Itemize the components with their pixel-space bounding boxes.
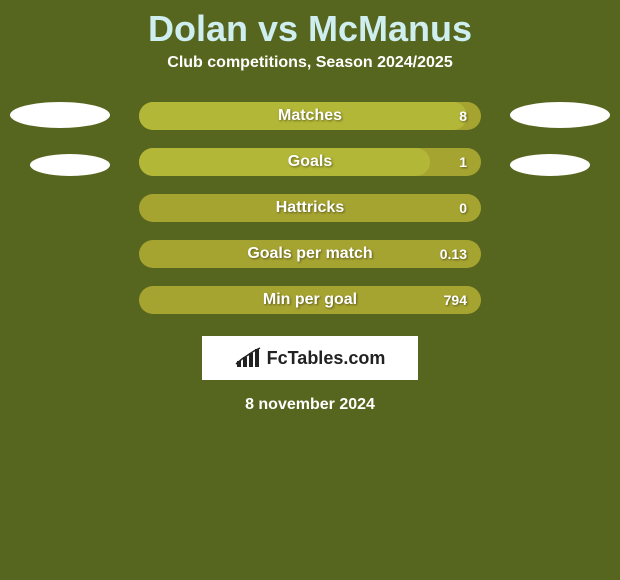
logo-text: FcTables.com bbox=[267, 348, 386, 369]
player-marker-right-2 bbox=[510, 154, 590, 176]
content-area: Matches 8 Goals 1 Hattricks 0 Goals per … bbox=[0, 102, 620, 414]
stat-bar-value: 0.13 bbox=[440, 246, 467, 262]
bar-chart-icon bbox=[235, 347, 261, 369]
logo-box[interactable]: FcTables.com bbox=[202, 336, 418, 380]
stat-bar-goals-per-match: Goals per match 0.13 bbox=[139, 240, 481, 268]
stat-bar-goals: Goals 1 bbox=[139, 148, 481, 176]
stat-bar-fill bbox=[139, 148, 430, 176]
stat-bar-label: Goals per match bbox=[247, 245, 372, 263]
stats-card: Dolan vs McManus Club competitions, Seas… bbox=[0, 0, 620, 580]
stat-bars: Matches 8 Goals 1 Hattricks 0 Goals per … bbox=[139, 102, 481, 314]
page-subtitle: Club competitions, Season 2024/2025 bbox=[0, 54, 620, 72]
stat-bar-min-per-goal: Min per goal 794 bbox=[139, 286, 481, 314]
player-marker-left-2 bbox=[30, 154, 110, 176]
stat-bar-label: Hattricks bbox=[276, 199, 344, 217]
date-line: 8 november 2024 bbox=[20, 396, 600, 414]
stat-bar-value: 794 bbox=[444, 292, 467, 308]
stat-bar-matches: Matches 8 bbox=[139, 102, 481, 130]
stat-bar-value: 1 bbox=[459, 154, 467, 170]
player-marker-left-1 bbox=[10, 102, 110, 128]
stat-bar-label: Matches bbox=[278, 107, 342, 125]
stat-bar-hattricks: Hattricks 0 bbox=[139, 194, 481, 222]
stat-bar-label: Goals bbox=[288, 153, 332, 171]
player-marker-right-1 bbox=[510, 102, 610, 128]
page-title: Dolan vs McManus bbox=[0, 0, 620, 54]
stat-bar-value: 0 bbox=[459, 200, 467, 216]
stat-bar-label: Min per goal bbox=[263, 291, 357, 309]
stat-bar-value: 8 bbox=[459, 108, 467, 124]
